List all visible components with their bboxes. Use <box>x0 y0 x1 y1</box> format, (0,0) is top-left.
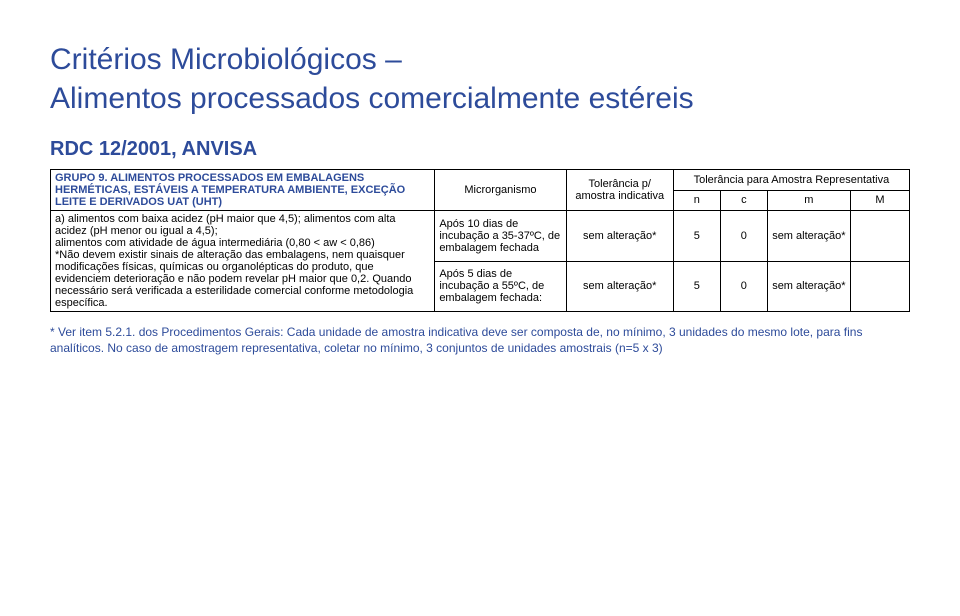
footer-note: * Ver item 5.2.1. dos Procedimentos Gera… <box>50 324 910 356</box>
row-c-1: 0 <box>720 211 767 262</box>
header-tol-indicativa: Tolerância p/ amostra indicativa <box>566 170 673 211</box>
row-m-2: sem alteração* <box>767 261 850 312</box>
row-micro-2: Após 5 dias de incubação a 55ºC, de emba… <box>435 261 566 312</box>
header-c: c <box>720 190 767 211</box>
row-desc: a) alimentos com baixa acidez (pH maior … <box>51 211 435 312</box>
title-line-1: Critérios Microbiológicos – <box>50 43 402 76</box>
title-line-2: Alimentos processados comercialmente est… <box>50 82 694 115</box>
row-c-2: 0 <box>720 261 767 312</box>
row-n-2: 5 <box>673 261 720 312</box>
row-m-1: sem alteração* <box>767 211 850 262</box>
row-tol-2: sem alteração* <box>566 261 673 312</box>
header-micro: Microrganismo <box>435 170 566 211</box>
header-tol-representativa: Tolerância para Amostra Representativa <box>673 170 909 191</box>
header-group: GRUPO 9. ALIMENTOS PROCESSADOS EM EMBALA… <box>51 170 435 211</box>
page-title: Critérios Microbiológicos – Alimentos pr… <box>50 40 910 118</box>
criteria-table: GRUPO 9. ALIMENTOS PROCESSADOS EM EMBALA… <box>50 169 910 312</box>
header-n: n <box>673 190 720 211</box>
row-micro-1: Após 10 dias de incubação a 35-37ºC, de … <box>435 211 566 262</box>
row-M-2 <box>850 261 909 312</box>
subtitle: RDC 12/2001, ANVISA <box>50 138 910 161</box>
header-m-upper: M <box>850 190 909 211</box>
row-tol-1: sem alteração* <box>566 211 673 262</box>
header-m-lower: m <box>767 190 850 211</box>
row-n-1: 5 <box>673 211 720 262</box>
row-M-1 <box>850 211 909 262</box>
